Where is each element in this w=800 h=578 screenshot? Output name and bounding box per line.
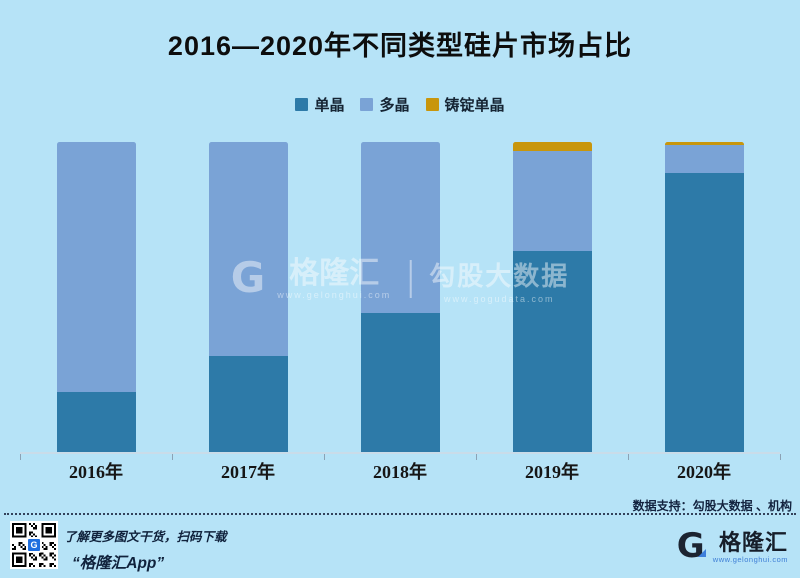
legend-item-1: 单晶: [295, 94, 344, 115]
legend-swatch-icon: [295, 98, 309, 111]
x-axis-label-2020年: 2020年: [677, 462, 731, 482]
axis-tick: [780, 454, 781, 460]
legend-item-2: 多晶: [360, 94, 410, 115]
bars-container: [20, 142, 780, 452]
axis-tick: [476, 454, 477, 460]
bar-segment-单晶: [208, 355, 288, 452]
legend: 单晶 多晶 铸锭单晶: [0, 94, 800, 115]
gelonghui-logo-name: 格隆汇: [718, 530, 788, 555]
gelonghui-g-icon: G: [676, 526, 706, 566]
stacked-bar-2020年: [664, 142, 744, 452]
bar-column-2018年: [324, 142, 476, 452]
x-axis-label-2018年: 2018年: [373, 462, 427, 482]
axis-tick: [628, 454, 629, 460]
bar-segment-多晶: [664, 145, 744, 173]
axis-tick: [324, 454, 325, 460]
promo-line2: “格隆汇App”: [72, 555, 165, 572]
stacked-bar-2018年: [360, 142, 440, 452]
bar-segment-单晶: [56, 391, 136, 452]
legend-item-3: 铸锭单晶: [425, 94, 505, 115]
gelonghui-logo-url: www.gelonghui.com: [712, 555, 788, 564]
x-axis-line: [20, 452, 780, 454]
bar-segment-单晶: [664, 173, 744, 452]
bar-segment-多晶: [56, 142, 136, 392]
qr-center-g-icon: G: [26, 537, 42, 553]
legend-swatch-icon: [360, 98, 374, 111]
bar-segment-单晶: [360, 312, 440, 452]
footer-divider: [4, 513, 796, 515]
bar-segment-铸锭单晶: [512, 142, 592, 152]
bar-column-2017年: [172, 142, 324, 452]
axis-tick: [20, 454, 21, 460]
bar-column-2020年: [628, 142, 780, 452]
bar-segment-多晶: [360, 142, 440, 313]
bar-segment-铸锭单晶: [664, 142, 744, 146]
legend-swatch-icon: [425, 98, 439, 111]
legend-label: 铸锭单晶: [444, 97, 505, 114]
bar-column-2016年: [20, 142, 172, 452]
gelonghui-logo: G 格隆汇 www.gelonghui.com: [676, 526, 788, 566]
data-support-note: 数据支持：勾股大数据 、机构: [632, 499, 792, 513]
stacked-bar-2017年: [208, 142, 288, 452]
bar-column-2019年: [476, 142, 628, 452]
axis-tick: [172, 454, 173, 460]
bar-segment-多晶: [208, 142, 288, 356]
x-axis-label-2016年: 2016年: [69, 462, 123, 482]
legend-label: 单晶: [314, 97, 345, 114]
stacked-bar-2019年: [512, 142, 592, 452]
x-axis-label-2019年: 2019年: [525, 462, 579, 482]
x-axis-label-2017年: 2017年: [221, 462, 275, 482]
qr-pattern: [12, 523, 56, 567]
promo-text: 了解更多图文干货，扫码下载 “格隆汇App”: [64, 526, 227, 573]
qr-code: G: [10, 521, 58, 569]
chart-title: 2016—2020年不同类型硅片市场占比: [167, 31, 633, 61]
logo-accent-triangle: [697, 549, 706, 557]
legend-label: 多晶: [379, 97, 410, 114]
plot-area: [20, 142, 781, 460]
promo-line1: 了解更多图文干货，扫码下载: [64, 530, 227, 544]
x-axis-labels: 2016年 2017年 2018年 2019年 2020年: [20, 458, 780, 484]
bar-segment-多晶: [512, 151, 592, 251]
stacked-bar-2016年: [56, 142, 136, 452]
bar-segment-单晶: [512, 250, 592, 452]
